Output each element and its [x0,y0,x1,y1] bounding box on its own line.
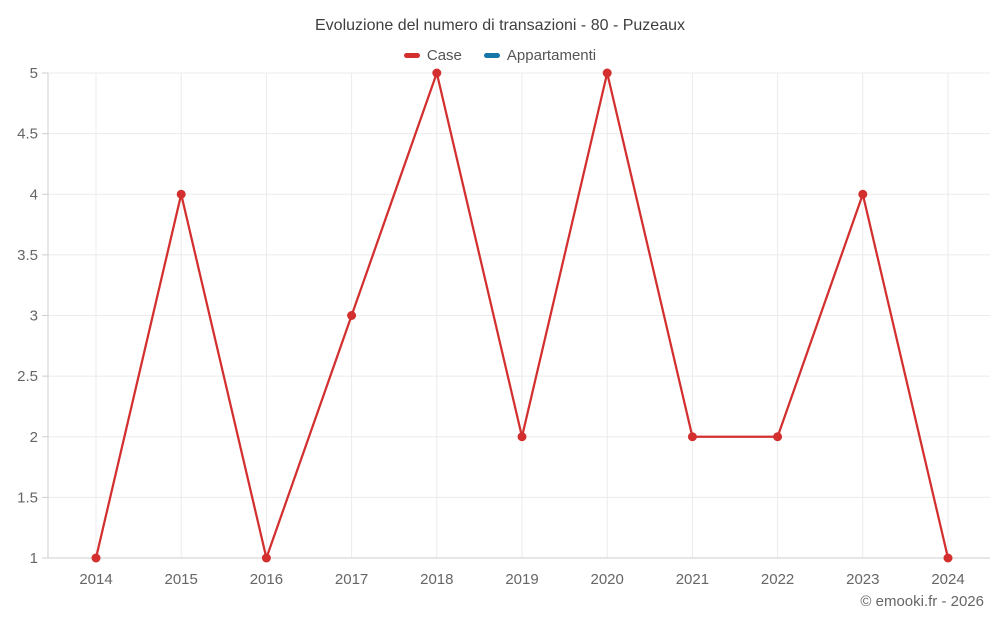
x-tick-label: 2019 [505,571,538,588]
legend-item-label: Appartamenti [506,47,597,64]
data-point[interactable] [91,553,101,563]
data-point[interactable] [602,68,612,78]
data-point[interactable] [176,189,186,199]
case-legend-swatch-icon [403,53,420,58]
appartamenti-legend-swatch-icon [483,53,500,58]
y-tick-label: 5 [30,65,38,82]
data-point[interactable] [858,189,868,199]
y-tick-label: 1.5 [17,489,38,506]
y-tick-label: 3 [30,308,38,325]
data-point[interactable] [261,553,271,563]
legend-item-label: Case [426,47,462,64]
x-tick-label: 2017 [335,571,368,588]
x-tick-label: 2024 [931,571,964,588]
x-tick-label: 2018 [420,571,453,588]
x-tick-label: 2023 [846,571,879,588]
legend: Case Appartamenti [0,47,1000,64]
y-tick-label: 2.5 [17,368,38,385]
footer-credit: © emooki.fr - 2026 [860,593,984,610]
data-point[interactable] [943,553,953,563]
y-tick-label: 3.5 [17,247,38,264]
data-point[interactable] [517,432,527,442]
chart-title: Evoluzione del numero di transazioni - 8… [315,17,685,34]
legend-item-case[interactable]: Case [403,47,462,64]
y-tick-label: 2 [30,429,38,446]
data-point[interactable] [432,68,442,78]
legend-item-appartamenti[interactable]: Appartamenti [483,47,597,64]
data-point[interactable] [687,432,697,442]
x-tick-label: 2016 [250,571,283,588]
x-tick-label: 2022 [761,571,794,588]
y-tick-label: 4.5 [17,126,38,143]
x-tick-label: 2015 [165,571,198,588]
y-tick-label: 4 [30,186,38,203]
x-tick-label: 2021 [676,571,709,588]
data-point[interactable] [347,311,357,320]
x-tick-label: 2014 [79,571,112,588]
y-tick-label: 1 [30,550,38,567]
data-point[interactable] [773,432,783,442]
x-tick-label: 2020 [591,571,624,588]
